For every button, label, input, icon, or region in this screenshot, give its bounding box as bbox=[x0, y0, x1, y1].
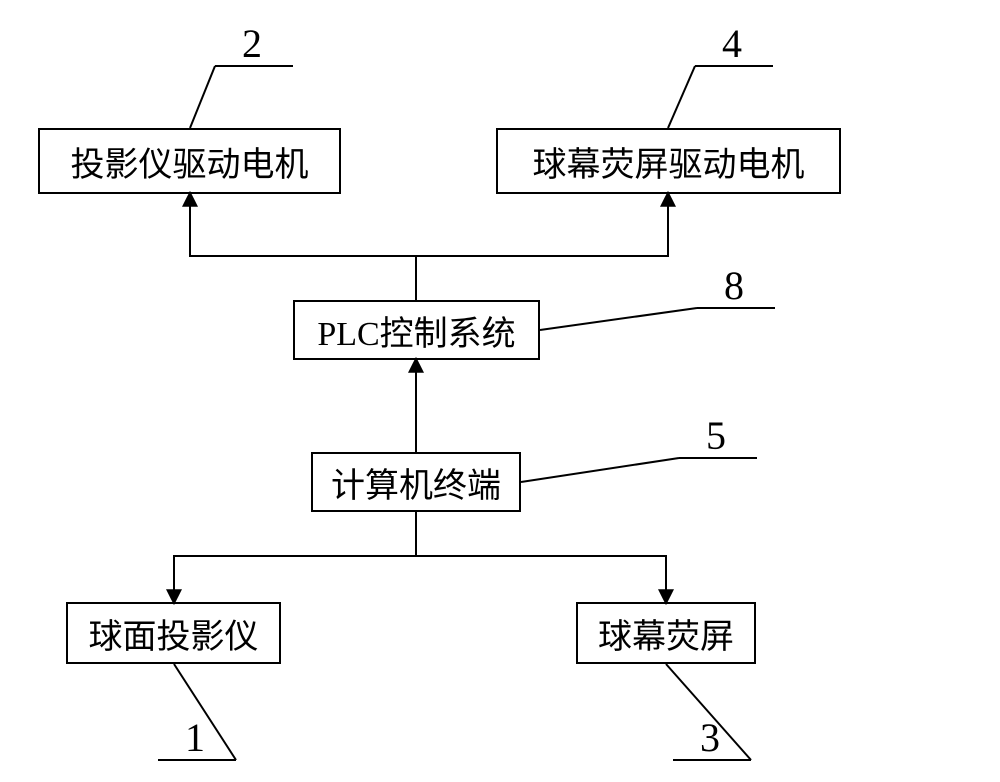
box-plc-controller: PLC控制系统 bbox=[293, 300, 540, 360]
box-projector-motor: 投影仪驱动电机 bbox=[38, 128, 341, 194]
callout-4: 4 bbox=[722, 20, 742, 67]
connector-overlay bbox=[0, 0, 1000, 782]
callout-5: 5 bbox=[706, 412, 726, 459]
box-dome-screen-motor: 球幕荧屏驱动电机 bbox=[496, 128, 841, 194]
box-spherical-projector: 球面投影仪 bbox=[66, 602, 281, 664]
callout-2: 2 bbox=[242, 20, 262, 67]
callout-1: 1 bbox=[185, 714, 205, 761]
box-label: 投影仪驱动电机 bbox=[71, 137, 309, 186]
box-dome-screen: 球幕荧屏 bbox=[576, 602, 756, 664]
callout-text: 3 bbox=[700, 715, 720, 760]
callout-8: 8 bbox=[724, 262, 744, 309]
box-label: 计算机终端 bbox=[331, 458, 501, 507]
box-label: 球幕荧屏驱动电机 bbox=[533, 137, 805, 186]
callout-text: 8 bbox=[724, 263, 744, 308]
callout-3: 3 bbox=[700, 714, 720, 761]
callout-text: 4 bbox=[722, 21, 742, 66]
box-label: 球幕荧屏 bbox=[598, 609, 734, 658]
callout-text: 2 bbox=[242, 21, 262, 66]
box-computer-terminal: 计算机终端 bbox=[311, 452, 521, 512]
box-label: 球面投影仪 bbox=[89, 609, 259, 658]
callout-text: 1 bbox=[185, 715, 205, 760]
callout-text: 5 bbox=[706, 413, 726, 458]
box-label: PLC控制系统 bbox=[317, 306, 515, 355]
